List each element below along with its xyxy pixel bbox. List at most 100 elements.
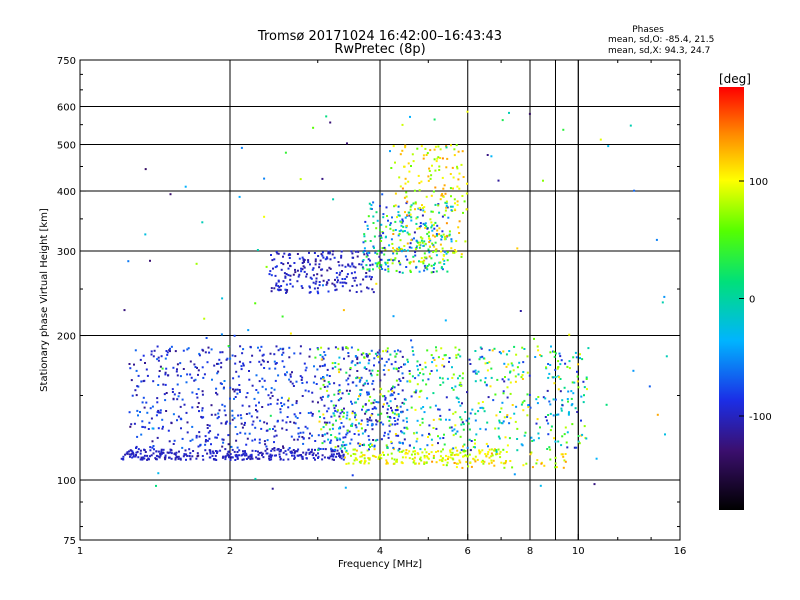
data-point [400, 250, 403, 253]
data-point [463, 443, 466, 446]
data-point [433, 263, 435, 266]
data-point [264, 388, 267, 391]
data-point [156, 358, 159, 361]
data-point [219, 382, 222, 385]
data-point [178, 450, 180, 453]
data-point [430, 257, 433, 260]
data-point [151, 446, 154, 449]
data-point [335, 288, 338, 291]
data-point [147, 457, 150, 460]
data-point [593, 483, 596, 486]
data-point [337, 392, 340, 395]
data-point [396, 406, 399, 409]
data-point [390, 452, 393, 455]
data-point [430, 370, 433, 372]
data-point [431, 361, 434, 364]
data-point [184, 449, 187, 452]
data-point [289, 332, 292, 335]
data-point [312, 126, 315, 129]
data-point [338, 264, 341, 267]
data-point [467, 422, 470, 425]
data-point [343, 281, 346, 284]
data-point [347, 263, 350, 266]
data-point [469, 412, 472, 415]
data-point [352, 453, 355, 455]
data-point [350, 438, 353, 441]
data-point [316, 347, 319, 350]
data-point [293, 454, 296, 457]
data-point [338, 384, 341, 387]
data-point [229, 397, 231, 400]
data-point [324, 433, 326, 436]
data-point [457, 401, 460, 404]
data-point [477, 410, 480, 413]
data-point [234, 355, 237, 358]
data-point [293, 421, 296, 424]
data-point [408, 450, 411, 453]
data-point [413, 432, 416, 435]
data-point [448, 357, 451, 359]
data-point [242, 364, 245, 367]
data-point [134, 389, 137, 392]
data-point [434, 235, 436, 238]
data-point [380, 266, 383, 269]
data-point [353, 271, 356, 274]
data-point [552, 398, 555, 401]
data-point [498, 421, 501, 424]
data-point [583, 386, 586, 389]
data-point [391, 242, 394, 245]
data-point [377, 413, 380, 416]
data-point [197, 402, 200, 405]
data-point [280, 262, 283, 264]
data-point [321, 365, 324, 367]
data-point [583, 394, 585, 397]
data-point [432, 271, 435, 273]
data-point [392, 367, 395, 370]
data-point [408, 246, 411, 249]
data-point [220, 383, 223, 385]
data-point [255, 404, 257, 407]
data-point [304, 369, 307, 372]
data-point [339, 281, 342, 284]
data-point [416, 383, 419, 386]
data-point [221, 297, 224, 300]
data-point [145, 368, 148, 371]
data-point [566, 398, 569, 400]
data-point [177, 395, 180, 398]
data-point [528, 374, 531, 377]
data-point [258, 360, 261, 363]
data-point [407, 162, 410, 165]
data-point [297, 432, 300, 435]
y-tick-label: 600 [57, 103, 76, 114]
data-point [278, 286, 281, 289]
data-point [514, 380, 517, 383]
data-point [521, 346, 524, 349]
data-point [545, 419, 548, 422]
data-point [203, 317, 206, 320]
data-point [373, 246, 375, 249]
data-point [535, 462, 538, 465]
data-point [137, 385, 140, 388]
data-point [519, 310, 522, 312]
data-point [334, 346, 337, 349]
data-point [453, 462, 456, 464]
data-point [339, 447, 342, 450]
data-point [356, 362, 359, 365]
data-point [367, 457, 370, 460]
data-point [419, 372, 421, 374]
data-point [342, 458, 345, 461]
data-point [375, 211, 378, 214]
data-point [466, 391, 468, 394]
data-point [167, 429, 170, 432]
data-point [375, 282, 378, 285]
data-point [314, 260, 317, 263]
data-point [415, 440, 418, 443]
data-point [528, 404, 531, 406]
data-point [400, 229, 403, 232]
data-point [427, 378, 430, 381]
data-point [431, 210, 434, 213]
data-point [396, 247, 399, 250]
data-point [564, 362, 567, 365]
data-point [357, 429, 360, 432]
